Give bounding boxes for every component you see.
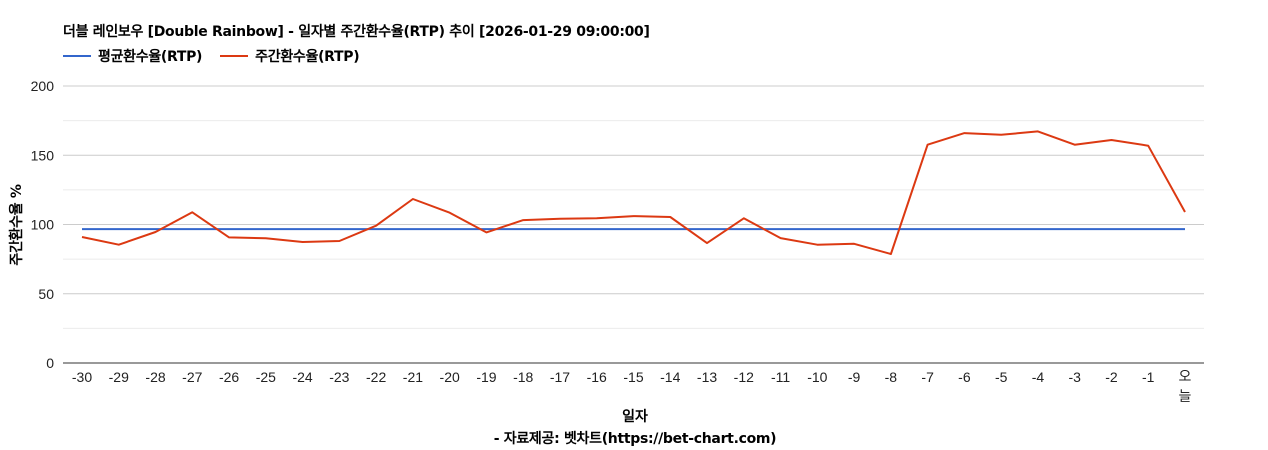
x-tick-label: -27 <box>182 369 202 385</box>
y-tick-label: 0 <box>46 355 54 371</box>
series-lines <box>81 130 1186 255</box>
x-tick-label: -22 <box>366 369 386 385</box>
legend-swatch-blue <box>63 55 91 57</box>
gridlines <box>63 85 1204 329</box>
y-tick-label: 200 <box>31 78 55 94</box>
chart-title: 더블 레인보우 [Double Rainbow] - 일자별 주간환수율(RTP… <box>63 24 650 40</box>
y-axis-ticks: 0 50 100 150 200 <box>31 78 55 371</box>
x-tick-label: 늘 <box>1179 388 1192 404</box>
source-text: - 자료제공: 벳차트(https://bet-chart.com) <box>493 431 777 447</box>
x-tick-label: -26 <box>219 369 239 385</box>
x-tick-label: -17 <box>550 369 570 385</box>
x-tick-label: -7 <box>921 369 934 385</box>
x-tick-label: -11 <box>771 369 790 385</box>
x-tick-label: -2 <box>1105 369 1118 385</box>
x-tick-label: -24 <box>292 369 312 385</box>
x-tick-label: -18 <box>513 369 533 385</box>
x-tick-label: -25 <box>256 369 276 385</box>
x-axis-label-text: 일자 <box>622 409 648 425</box>
x-tick-label: -4 <box>1032 369 1045 385</box>
legend: 평균환수율(RTP) 주간환수율(RTP) <box>63 46 377 66</box>
x-tick-label: -20 <box>440 369 460 385</box>
y-tick-label: 50 <box>38 286 54 302</box>
x-tick-label: -12 <box>734 369 754 385</box>
x-tick-label: -9 <box>848 369 861 385</box>
legend-item-weekly-rtp[interactable]: 주간환수율(RTP) <box>220 46 360 66</box>
x-tick-label: -29 <box>109 369 129 385</box>
legend-label: 주간환수율(RTP) <box>255 49 360 65</box>
x-tick-label: -6 <box>958 369 971 385</box>
weekly-rtp-line[interactable] <box>81 130 1186 255</box>
x-tick-label: -23 <box>329 369 349 385</box>
x-tick-label: -5 <box>995 369 1008 385</box>
x-tick-label: 오 <box>1179 368 1192 384</box>
x-tick-label: -15 <box>623 369 643 385</box>
legend-swatch-red <box>220 55 249 57</box>
legend-label: 평균환수율(RTP) <box>98 49 203 65</box>
legend-item-average-rtp[interactable]: 평균환수율(RTP) <box>63 46 202 66</box>
x-tick-label: -30 <box>72 369 92 385</box>
x-tick-label: -13 <box>697 369 717 385</box>
y-tick-label: 150 <box>31 147 55 163</box>
x-tick-label: -8 <box>885 369 898 385</box>
x-tick-label: -21 <box>403 369 423 385</box>
data-source-credit: - 자료제공: 벳차트(https://bet-chart.com) <box>0 428 1268 448</box>
x-axis-ticks: -30 -29 -28 -27 -26 -25 -24 -23 -22 -21 -20 -19 -18 -… <box>72 368 1192 404</box>
x-tick-label: -10 <box>807 369 827 385</box>
x-axis-label: 일자 <box>0 406 1268 426</box>
y-axis-label: 주간환수율 % <box>9 184 25 266</box>
x-tick-label: -16 <box>587 369 607 385</box>
x-tick-label: -28 <box>145 369 165 385</box>
x-tick-label: -1 <box>1142 369 1155 385</box>
x-tick-label: -14 <box>660 369 680 385</box>
x-tick-label: -19 <box>476 369 496 385</box>
y-tick-label: 100 <box>31 217 55 233</box>
x-tick-label: -3 <box>1068 369 1081 385</box>
